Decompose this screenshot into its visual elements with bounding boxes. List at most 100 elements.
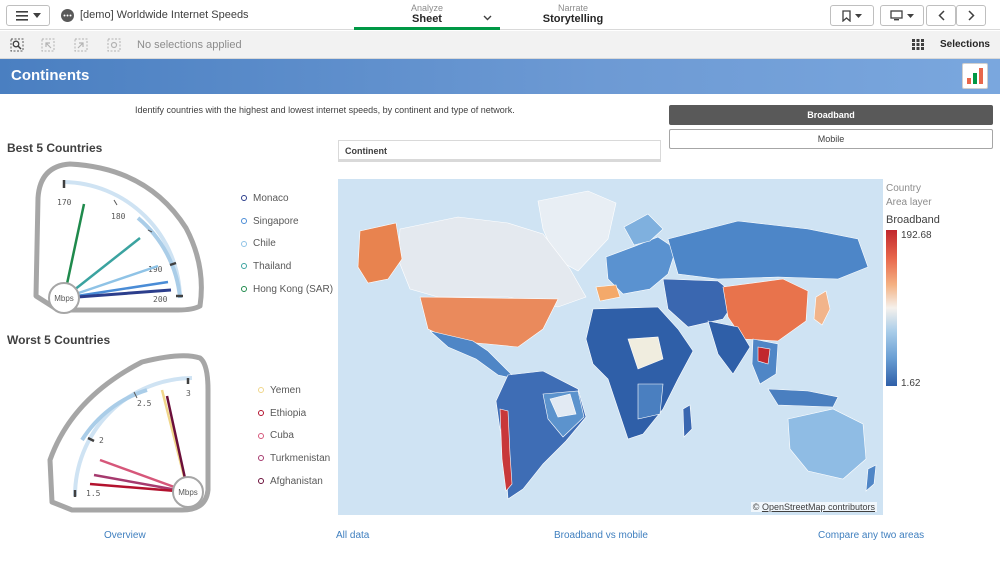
best-tick-170: 170 bbox=[57, 198, 72, 207]
map-region[interactable] bbox=[419, 296, 559, 348]
map-region[interactable] bbox=[662, 278, 739, 328]
legend-dot-icon bbox=[241, 195, 247, 202]
worst-gauge-unit: Mbps bbox=[178, 488, 198, 497]
map-region[interactable] bbox=[357, 222, 403, 284]
map-region[interactable] bbox=[813, 290, 831, 326]
step-forward-icon[interactable] bbox=[74, 38, 88, 52]
map-attribution[interactable]: © OpenStreetMap contributors bbox=[750, 502, 877, 512]
legend-label: Yemen bbox=[270, 384, 301, 396]
bookmark-button[interactable] bbox=[830, 5, 874, 26]
map-region[interactable] bbox=[767, 388, 839, 408]
map-region[interactable] bbox=[757, 346, 771, 365]
legend-dot-icon bbox=[258, 432, 264, 439]
map-region[interactable] bbox=[707, 320, 751, 375]
legend-label: Afghanistan bbox=[270, 475, 323, 487]
needle-hong-kong bbox=[62, 203, 86, 299]
tab-analyze-sheet[interactable]: Analyze Sheet bbox=[354, 0, 500, 30]
link-compare-any-two-areas[interactable]: Compare any two areas bbox=[818, 530, 925, 541]
selections-button[interactable]: Selections bbox=[911, 39, 990, 50]
step-back-icon[interactable] bbox=[41, 38, 55, 52]
mobile-button[interactable]: Mobile bbox=[669, 129, 993, 149]
needle-ethiopia bbox=[89, 482, 189, 494]
continent-filter[interactable]: Continent bbox=[338, 140, 661, 162]
legend-dot-icon bbox=[241, 286, 247, 293]
legend-dot-icon bbox=[241, 218, 247, 225]
map-region[interactable] bbox=[667, 220, 869, 280]
worst-countries-title: Worst 5 Countries bbox=[7, 333, 111, 347]
worst-countries-legend: Yemen Ethiopia Cuba Turkmenistan Afghani… bbox=[258, 379, 330, 492]
tab-analyze-value: Sheet bbox=[412, 13, 442, 25]
hamburger-icon bbox=[15, 10, 28, 21]
legend-item[interactable]: Afghanistan bbox=[258, 470, 330, 493]
map-region[interactable] bbox=[787, 408, 867, 480]
world-map[interactable]: © OpenStreetMap contributors bbox=[338, 179, 883, 515]
global-menu-button[interactable] bbox=[6, 5, 50, 26]
screen-icon bbox=[890, 10, 903, 21]
continent-filter-label: Continent bbox=[345, 146, 387, 156]
clear-all-icon[interactable] bbox=[107, 38, 121, 52]
map-region[interactable] bbox=[722, 278, 809, 342]
legend-item[interactable]: Ethiopia bbox=[258, 402, 330, 425]
legend-item[interactable]: Singapore bbox=[241, 210, 333, 233]
legend-layer: Area layer bbox=[886, 197, 932, 208]
legend-item[interactable]: Chile bbox=[241, 232, 333, 255]
bookmark-icon bbox=[842, 9, 851, 22]
map-region[interactable] bbox=[637, 383, 664, 420]
worst-tick-3: 3 bbox=[186, 389, 191, 398]
best-tick-190: 190 bbox=[148, 265, 163, 274]
link-all-data[interactable]: All data bbox=[336, 530, 370, 541]
legend-dot-icon bbox=[241, 263, 247, 270]
smart-search-icon[interactable] bbox=[10, 38, 24, 52]
next-sheet-button[interactable] bbox=[956, 5, 986, 26]
worst-tick-1-5: 1.5 bbox=[86, 489, 101, 498]
best-tick-200: 200 bbox=[153, 295, 168, 304]
app-title[interactable]: [demo] Worldwide Internet Speeds bbox=[80, 9, 249, 21]
worst-countries-gauge: 1.5 2 2.5 3 Mbps bbox=[47, 353, 211, 513]
legend-measure: Broadband bbox=[886, 214, 940, 226]
sheet-view-button[interactable] bbox=[880, 5, 924, 26]
legend-item[interactable]: Turkmenistan bbox=[258, 447, 330, 470]
worst-tick-2-5: 2.5 bbox=[137, 399, 152, 408]
map-region[interactable] bbox=[397, 216, 587, 308]
selections-bar: No selections applied Selections bbox=[0, 31, 1000, 59]
needle-chile bbox=[63, 264, 159, 300]
legend-item[interactable]: Thailand bbox=[241, 255, 333, 278]
needle-afghanistan bbox=[165, 395, 190, 493]
map-region[interactable] bbox=[623, 213, 664, 246]
legend-label: Ethiopia bbox=[270, 407, 307, 419]
chevron-down-icon[interactable] bbox=[483, 15, 492, 21]
best-countries-title: Best 5 Countries bbox=[7, 141, 103, 155]
map-region[interactable] bbox=[682, 404, 693, 438]
map-region[interactable] bbox=[865, 464, 877, 492]
worst-tick-2: 2 bbox=[99, 436, 104, 445]
sheet-header: Continents bbox=[0, 59, 1000, 94]
legend-title: Country bbox=[886, 183, 922, 194]
map-region[interactable] bbox=[627, 336, 664, 370]
chevron-right-icon bbox=[967, 10, 975, 21]
link-broadband-vs-mobile[interactable]: Broadband vs mobile bbox=[554, 530, 648, 541]
top-toolbar: [demo] Worldwide Internet Speeds Analyze… bbox=[0, 0, 1000, 30]
selections-grid-icon bbox=[911, 39, 924, 50]
broadband-button[interactable]: Broadband bbox=[669, 105, 993, 125]
best-countries-gauge: 170 180 190 200 Mbps bbox=[33, 161, 204, 314]
link-overview[interactable]: Overview bbox=[104, 530, 146, 541]
legend-dot-icon bbox=[241, 240, 247, 247]
map-region[interactable] bbox=[595, 284, 621, 302]
map-attribution-link[interactable]: OpenStreetMap contributors bbox=[761, 502, 875, 512]
chevron-left-icon bbox=[937, 10, 945, 21]
legend-item[interactable]: Cuba bbox=[258, 424, 330, 447]
map-region[interactable] bbox=[549, 393, 577, 418]
map-region[interactable] bbox=[537, 190, 617, 272]
map-region[interactable] bbox=[585, 306, 694, 440]
legend-item[interactable]: Monaco bbox=[241, 187, 333, 210]
previous-sheet-button[interactable] bbox=[926, 5, 956, 26]
selections-button-label: Selections bbox=[939, 39, 990, 50]
best-countries-legend: Monaco Singapore Chile Thailand Hong Kon… bbox=[241, 187, 333, 300]
tab-narrate-storytelling[interactable]: Narrate Storytelling bbox=[510, 0, 636, 30]
legend-label: Singapore bbox=[253, 215, 299, 227]
world-map-canvas[interactable] bbox=[338, 179, 883, 515]
map-region[interactable] bbox=[499, 408, 513, 492]
legend-item[interactable]: Hong Kong (SAR) bbox=[241, 278, 333, 301]
legend-item[interactable]: Yemen bbox=[258, 379, 330, 402]
legend-label: Cuba bbox=[270, 430, 294, 442]
